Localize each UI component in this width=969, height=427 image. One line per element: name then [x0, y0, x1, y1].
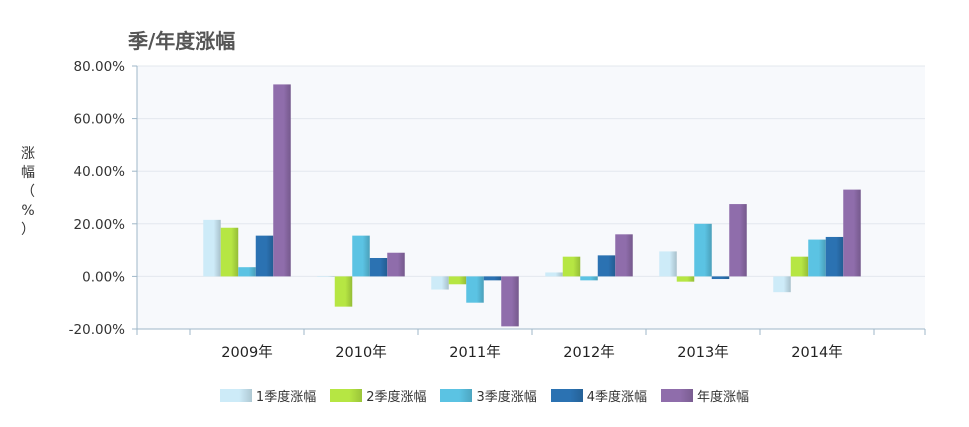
y-axis-ticks: 80.00% 60.00% 40.00% 20.00% 0.00% -20.00%	[69, 59, 137, 338]
x-tick-label: 2014年	[791, 344, 842, 361]
bar[interactable]	[659, 251, 677, 277]
bar[interactable]	[334, 276, 353, 307]
legend-label: 4季度涨幅	[586, 389, 648, 405]
x-tick-label: 2009年	[221, 344, 272, 361]
legend-swatch	[550, 388, 583, 402]
legend-item[interactable]: 1季度涨幅	[219, 386, 317, 405]
bar[interactable]	[238, 267, 256, 277]
bar[interactable]	[387, 252, 405, 277]
legend-swatch	[219, 388, 252, 402]
bars	[203, 84, 861, 327]
bar[interactable]	[466, 276, 484, 303]
bar[interactable]	[448, 276, 467, 285]
x-tick-label: 2012年	[563, 344, 614, 361]
y-tick-label: 20.00%	[74, 217, 126, 233]
bar[interactable]	[317, 276, 335, 277]
x-tick-label: 2011年	[449, 344, 500, 361]
chart-title: 季/年度涨幅	[127, 29, 235, 53]
bar[interactable]	[545, 272, 563, 277]
y-axis-label-char: 幅	[21, 165, 35, 181]
y-axis-label-char: 涨	[21, 146, 35, 162]
bar[interactable]	[501, 276, 519, 327]
bar[interactable]	[352, 235, 370, 277]
bar[interactable]	[273, 84, 291, 277]
bar[interactable]	[825, 236, 844, 277]
bar[interactable]	[203, 219, 221, 277]
bar[interactable]	[615, 234, 633, 277]
legend-item[interactable]: 4季度涨幅	[550, 386, 648, 405]
legend-item[interactable]: 年度涨幅	[661, 386, 749, 405]
legend-label: 2季度涨幅	[366, 389, 427, 405]
bar[interactable]	[711, 276, 730, 280]
bar[interactable]	[808, 239, 826, 277]
bar[interactable]	[220, 227, 239, 277]
legend-swatch	[330, 388, 363, 402]
y-tick-label: 40.00%	[74, 164, 126, 180]
legend: 1季度涨幅 2季度涨幅 3季度涨幅 4季度涨幅 年度涨幅	[0, 384, 969, 406]
bar[interactable]	[562, 256, 581, 277]
bar[interactable]	[597, 255, 616, 277]
x-tick-label: 2013年	[677, 344, 728, 361]
bar[interactable]	[255, 235, 274, 277]
y-tick-label: 80.00%	[74, 59, 126, 75]
plot-area	[137, 66, 925, 329]
legend-label: 1季度涨幅	[255, 389, 317, 405]
bar[interactable]	[580, 276, 598, 281]
legend-item[interactable]: 2季度涨幅	[330, 386, 426, 405]
legend-swatch	[661, 388, 694, 402]
bar[interactable]	[483, 276, 502, 281]
bar[interactable]	[676, 276, 695, 282]
bar[interactable]	[431, 276, 449, 290]
bar[interactable]	[843, 189, 861, 277]
bar[interactable]	[773, 276, 791, 293]
legend-label: 年度涨幅	[697, 389, 750, 405]
axes	[136, 66, 925, 330]
y-axis-label-char: %	[21, 203, 34, 219]
y-axis-label: 涨幅 （% ）	[21, 146, 35, 238]
legend-label: 3季度涨幅	[476, 389, 537, 405]
y-tick-label: 60.00%	[74, 112, 126, 128]
y-axis-label-char: ）	[21, 222, 35, 238]
legend-swatch	[440, 388, 473, 402]
bar[interactable]	[790, 256, 809, 277]
x-axis-ticks: 2009年 2010年 2011年 2012年 2013年 2014年	[136, 329, 926, 361]
y-tick-label: -20.00%	[69, 322, 126, 338]
x-tick-label: 2010年	[335, 344, 386, 361]
bar[interactable]	[694, 223, 712, 277]
y-axis-label-char: （	[21, 184, 35, 200]
bar[interactable]	[369, 257, 388, 277]
y-tick-label: 0.00%	[82, 269, 125, 285]
legend-item[interactable]: 3季度涨幅	[440, 386, 537, 405]
bar[interactable]	[729, 204, 747, 277]
